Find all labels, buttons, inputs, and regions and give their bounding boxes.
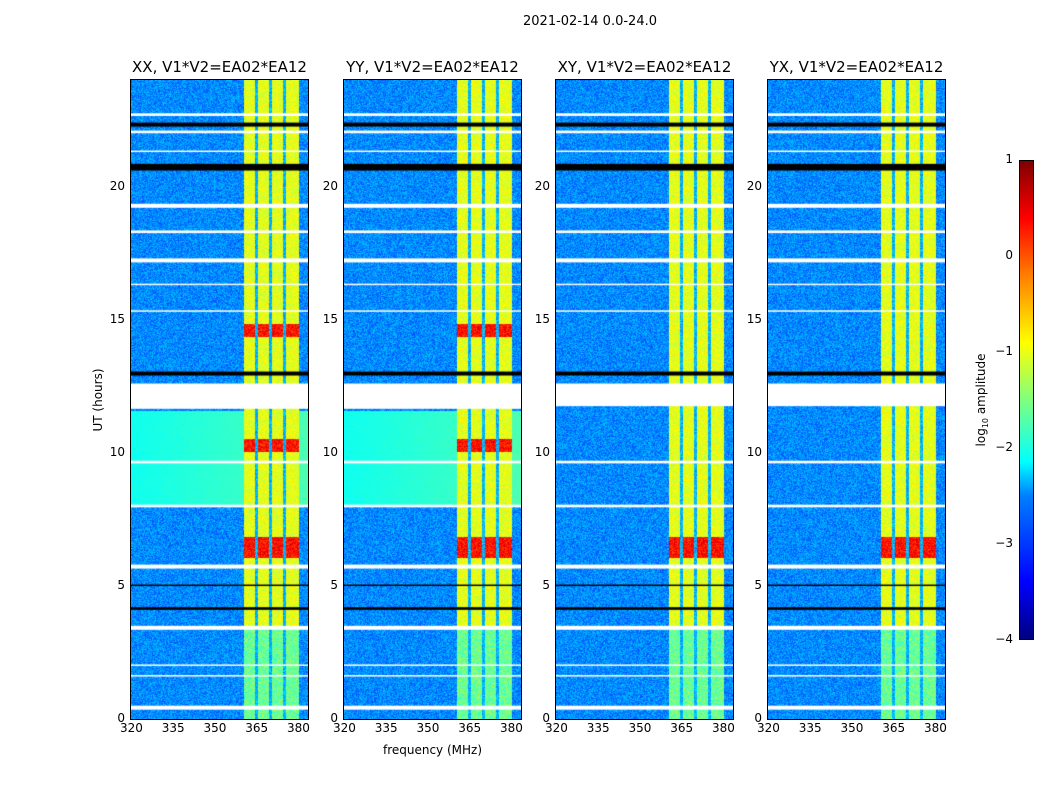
panel-xx: XX, V1*V2=EA02*EA12 320 335 350 365 380 0 5 10 15… [110,58,310,735]
x-tick-label: 320 [120,721,143,735]
y-tick-label: 20 [534,178,550,193]
x-tick-label: 335 [798,721,822,735]
y-tick-label: 15 [109,311,125,326]
x-tick-label: 350 [840,721,864,735]
y-tick-label: 15 [322,311,338,326]
y-tick-label: 20 [746,178,762,193]
heatmap [344,80,521,719]
x-tick-label: 365 [458,721,482,735]
x-tick-label: 320 [333,721,356,735]
y-tick-label: 10 [534,444,550,459]
panel-yx: YX, V1*V2=EA02*EA12 320 335 350 365 380 0 5 10 15… [747,58,947,735]
x-tick-label: 350 [203,721,227,735]
x-tick-label: 380 [499,721,523,735]
y-tick-label: 20 [109,178,125,193]
colorbar-tick-label: −3 [995,536,1013,550]
panel-xy: XY, V1*V2=EA02*EA12 320 335 350 365 380 0 5 10 15… [535,58,735,735]
x-tick-label: 335 [374,721,398,735]
heatmap [768,80,945,719]
y-tick-label: 0 [754,711,762,725]
x-tick-label: 320 [757,721,780,735]
x-tick-label: 335 [161,721,185,735]
colorbar-tick-label: −1 [995,344,1013,358]
y-tick-label: 20 [322,178,338,193]
colorbar-label: log10 amplitude [973,353,991,447]
x-tick-label: 320 [545,721,568,735]
heatmap [131,80,308,719]
y-tick-label: 0 [542,711,550,725]
y-tick-label: 15 [534,311,550,326]
y-tick-label: 10 [109,444,125,459]
x-tick-label: 380 [286,721,310,735]
colorbar [1019,160,1034,640]
panel-title: YX, V1*V2=EA02*EA12 [769,58,944,76]
y-tick-label: 10 [322,444,338,459]
panel-title: XX, V1*V2=EA02*EA12 [132,58,307,76]
y-tick-label: 10 [746,444,762,459]
panel-yy: YY, V1*V2=EA02*EA12 320 335 350 365 380 0 5 10 15… [323,58,523,735]
x-axis-label: frequency (MHz) [382,743,483,757]
y-tick-label: 15 [746,311,762,326]
y-tick-label: 0 [330,711,338,725]
x-tick-label: 365 [670,721,694,735]
y-tick-label: 5 [542,577,550,592]
y-tick-label: 0 [117,711,125,725]
y-tick-label: 5 [330,577,338,592]
x-tick-label: 350 [416,721,440,735]
figure-title: 2021-02-14 0.0-24.0 [523,14,657,29]
colorbar-tick-label: 0 [1005,248,1013,262]
heatmap [556,80,733,719]
y-axis-label: UT (hours) [91,368,105,432]
colorbar-tick-label: −4 [995,632,1013,646]
panel-title: XY, V1*V2=EA02*EA12 [557,58,732,76]
colorbar-tick-label: −2 [995,440,1013,454]
y-tick-label: 5 [117,577,125,592]
x-tick-label: 365 [882,721,906,735]
x-tick-label: 365 [245,721,269,735]
x-tick-label: 350 [628,721,652,735]
y-tick-label: 5 [754,577,762,592]
x-tick-label: 380 [711,721,735,735]
x-tick-label: 335 [586,721,610,735]
x-tick-label: 380 [923,721,947,735]
colorbar-tick-label: 1 [1005,152,1013,166]
panel-title: YY, V1*V2=EA02*EA12 [346,58,519,76]
